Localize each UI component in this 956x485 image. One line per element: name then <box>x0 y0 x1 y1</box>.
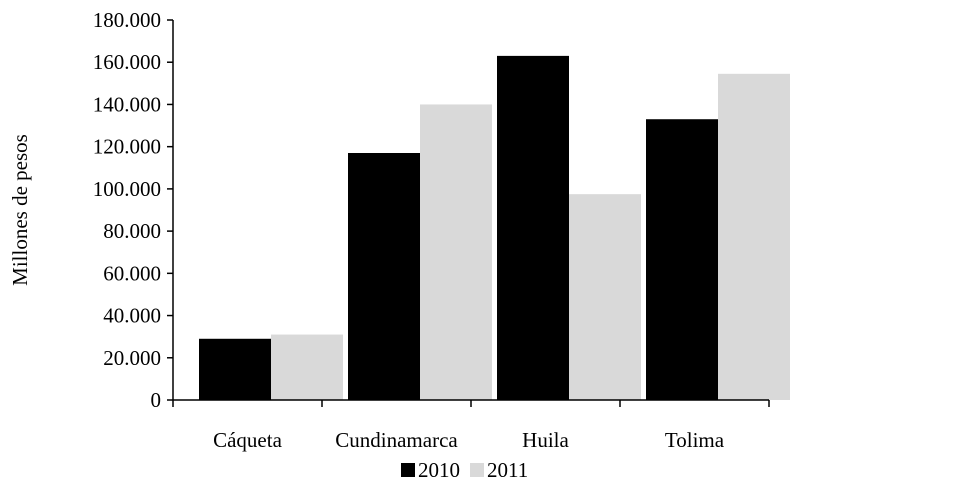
y-axis-label: Millones de pesos <box>8 134 32 286</box>
bar-2011-cundinamarca <box>420 104 492 400</box>
axes: 0 20.000 40.000 60.000 80.000 100.000 120.000 1… <box>93 8 770 452</box>
y-tick-label: 180.000 <box>93 8 161 32</box>
y-tick-label: 160.000 <box>93 50 161 74</box>
legend-label-2010: 2010 <box>418 458 460 482</box>
x-tick-label: Huila <box>522 428 569 452</box>
legend-swatch-2010 <box>401 463 415 477</box>
bar-2010-cundinamarca <box>348 153 420 400</box>
bar-2010-huila <box>497 55 569 401</box>
bar-2010-tolima <box>646 119 718 400</box>
plot-area <box>199 55 790 401</box>
y-tick-label: 120.000 <box>93 135 161 159</box>
y-tick-label: 40.000 <box>103 304 161 328</box>
y-tick-label: 80.000 <box>103 219 161 243</box>
y-tick-label: 0 <box>151 388 162 412</box>
bar-2011-tolima <box>718 73 790 400</box>
y-tick-label: 20.000 <box>103 346 161 370</box>
bar-2010-cáqueta <box>199 338 271 400</box>
y-tick-label: 60.000 <box>103 261 161 285</box>
y-tick-label: 100.000 <box>93 177 161 201</box>
x-tick-label: Cundinamarca <box>335 428 458 452</box>
y-tick-label: 140.000 <box>93 92 161 116</box>
bar-2011-huila <box>569 194 641 400</box>
legend-swatch-2011 <box>470 463 484 477</box>
legend: 2010 2011 <box>401 458 528 482</box>
legend-label-2011: 2011 <box>487 458 528 482</box>
bar-2011-cáqueta <box>271 334 343 400</box>
x-tick-label: Cáqueta <box>213 428 282 452</box>
x-tick-label: Tolima <box>665 428 725 452</box>
